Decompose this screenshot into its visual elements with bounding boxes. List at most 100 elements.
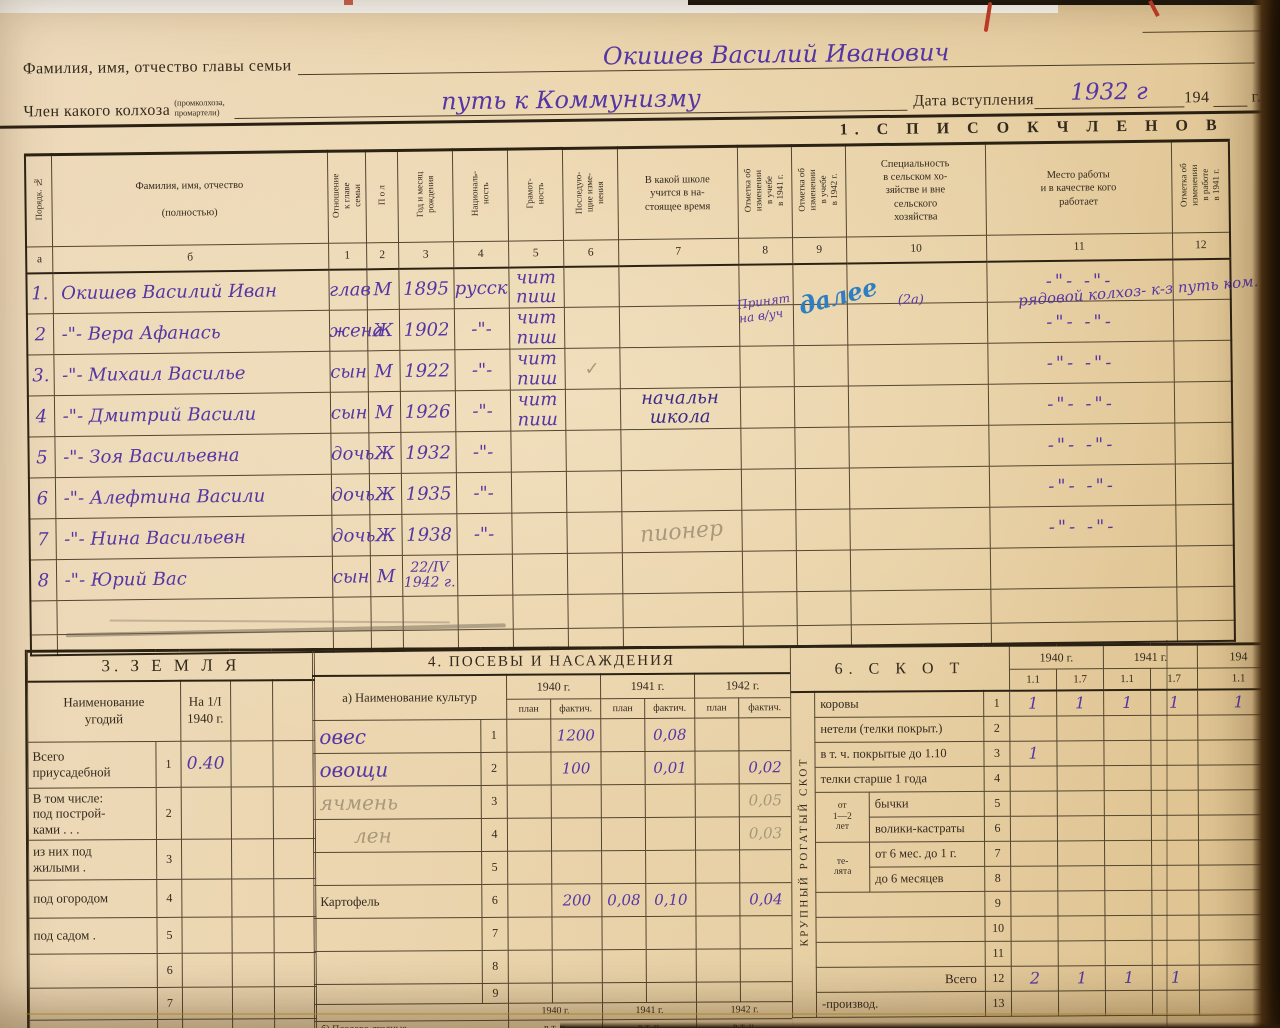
col-relation: Отношение к главе семьи <box>326 150 367 244</box>
land-col-blank <box>272 679 315 741</box>
cell <box>230 740 273 787</box>
cell <box>230 786 274 839</box>
cell-work: -"- -"- <box>989 505 1176 549</box>
cell <box>740 948 793 982</box>
footer-year-1941: 1941 г. <box>602 1001 697 1020</box>
cell-mark41 <box>739 345 794 388</box>
col-specialty: Специальность в сельском хо- зяйстве и в… <box>844 143 986 237</box>
cell <box>551 784 602 818</box>
cell <box>1151 839 1199 865</box>
cell <box>273 837 316 879</box>
cell <box>1104 889 1153 916</box>
stock-label <box>816 940 986 967</box>
stock-row: 11 <box>792 939 1280 967</box>
cell <box>1010 815 1058 841</box>
crop-rownum: 2 <box>480 751 508 785</box>
cell <box>1009 715 1057 741</box>
cell <box>601 849 646 884</box>
crop-1941-fact: 0,08 <box>644 717 695 751</box>
cell <box>1056 715 1104 741</box>
cell-mark41 <box>741 509 796 552</box>
stock-row: в т. ч. покрытые до 1.10 3 1 <box>791 739 1280 767</box>
crop-rownum: 5 <box>481 850 508 884</box>
land-row: В том числе: под построй- ками . . . 2 <box>28 785 316 840</box>
subcol: 1.7 <box>1056 668 1104 691</box>
members-header-row: Порядк. № Фамилия, имя, отчество (полнос… <box>24 140 1230 247</box>
cell <box>551 916 603 950</box>
land-row: 6 <box>29 951 317 988</box>
crop-name: Картофель <box>313 883 482 918</box>
cell <box>506 718 551 752</box>
subcol: 1.1 <box>1009 668 1057 691</box>
join-year-printed: 194 <box>1183 89 1210 107</box>
stock-value: 1 <box>1103 689 1151 716</box>
cell-mark42 <box>794 468 850 510</box>
cell-changes <box>563 265 619 308</box>
stock-rownum: 2 <box>983 715 1010 741</box>
crop-row: Картофель 6 200 0,08 0,10 0,04 <box>313 882 793 918</box>
cell <box>1058 915 1106 941</box>
cell <box>181 916 232 953</box>
stock-label: нетели (телки покрыт.) <box>814 715 984 742</box>
cell-specialty <box>848 466 990 510</box>
cell <box>601 783 646 818</box>
cell-nationality <box>456 554 513 596</box>
cell <box>1104 789 1152 816</box>
section1-title: 1. С П И С О К Ч Л Е Н О В <box>839 116 1224 139</box>
cell-school <box>618 305 740 348</box>
join-date-value: 1932 г <box>1033 78 1185 110</box>
cell-specialty <box>849 548 991 592</box>
cell <box>1011 940 1059 966</box>
cell <box>1151 889 1200 915</box>
cell <box>1057 865 1105 891</box>
cell-specialty <box>848 425 989 469</box>
idx-5: 5 <box>508 240 564 268</box>
land-rownum: 2 <box>156 786 181 839</box>
cell <box>314 1002 509 1021</box>
stock-row: нетели (телки покрыт.) 2 <box>791 714 1280 742</box>
cell-school <box>618 264 739 307</box>
crops-year-1940: 1940 г. <box>506 674 601 699</box>
cell <box>551 817 602 851</box>
kolkhoz-sublabel: (промколхоза, промартели) <box>174 97 225 118</box>
land-label <box>29 1018 159 1028</box>
crops-sub-plan: план <box>600 697 645 719</box>
cell <box>645 915 697 949</box>
cell <box>740 981 793 1002</box>
stock-label: до 6 месяцев <box>869 865 985 892</box>
cell-birth: 22/IV 1942 г. <box>401 554 458 597</box>
cell-changes <box>566 552 623 595</box>
year-1940: 1940 г. <box>1009 644 1104 670</box>
stock-total-value: 1 <box>1152 964 1200 990</box>
cell <box>231 838 274 879</box>
cell-school-value: пионер <box>620 506 744 557</box>
cell-sex: М <box>367 350 400 392</box>
cell-work: -"- -"- <box>988 423 1175 467</box>
cell <box>273 915 317 953</box>
cell <box>180 786 232 839</box>
land-rownum: 1 <box>156 740 181 787</box>
crop-row: 8 <box>314 948 793 984</box>
section-livestock: 6. С К О Т 1940 г. 1941 г. 194 1.1 1.7 1… <box>789 642 1280 1027</box>
cell <box>1152 989 1200 1015</box>
cell-name: -"- Вера Афанась <box>52 310 330 355</box>
cell-mark41 <box>739 386 795 429</box>
idx-1: 1 <box>328 242 367 270</box>
cell <box>507 916 553 950</box>
cell-changes <box>565 470 622 513</box>
cell <box>231 878 274 917</box>
land-label: В том числе: под построй- ками . . . <box>28 786 157 840</box>
page-bottom-edge-shadow <box>560 1022 1280 1028</box>
cell <box>600 750 646 785</box>
cell <box>232 1018 275 1028</box>
cell-birth: 1895 <box>398 267 454 310</box>
col-workplace: Место работы и в качестве кого работает <box>984 141 1172 236</box>
cell-nationality: -"- <box>456 513 512 555</box>
cell <box>1011 915 1059 941</box>
family-name-value: Окишев Василий Иванович <box>297 36 1255 76</box>
cattle-vertical-label: КРУПНЫЙ РОГАТЫЙ СКОТ <box>790 691 817 1018</box>
crop-name <box>314 949 483 984</box>
cell <box>796 625 851 646</box>
cell <box>694 717 739 751</box>
cell-changes <box>566 511 622 554</box>
